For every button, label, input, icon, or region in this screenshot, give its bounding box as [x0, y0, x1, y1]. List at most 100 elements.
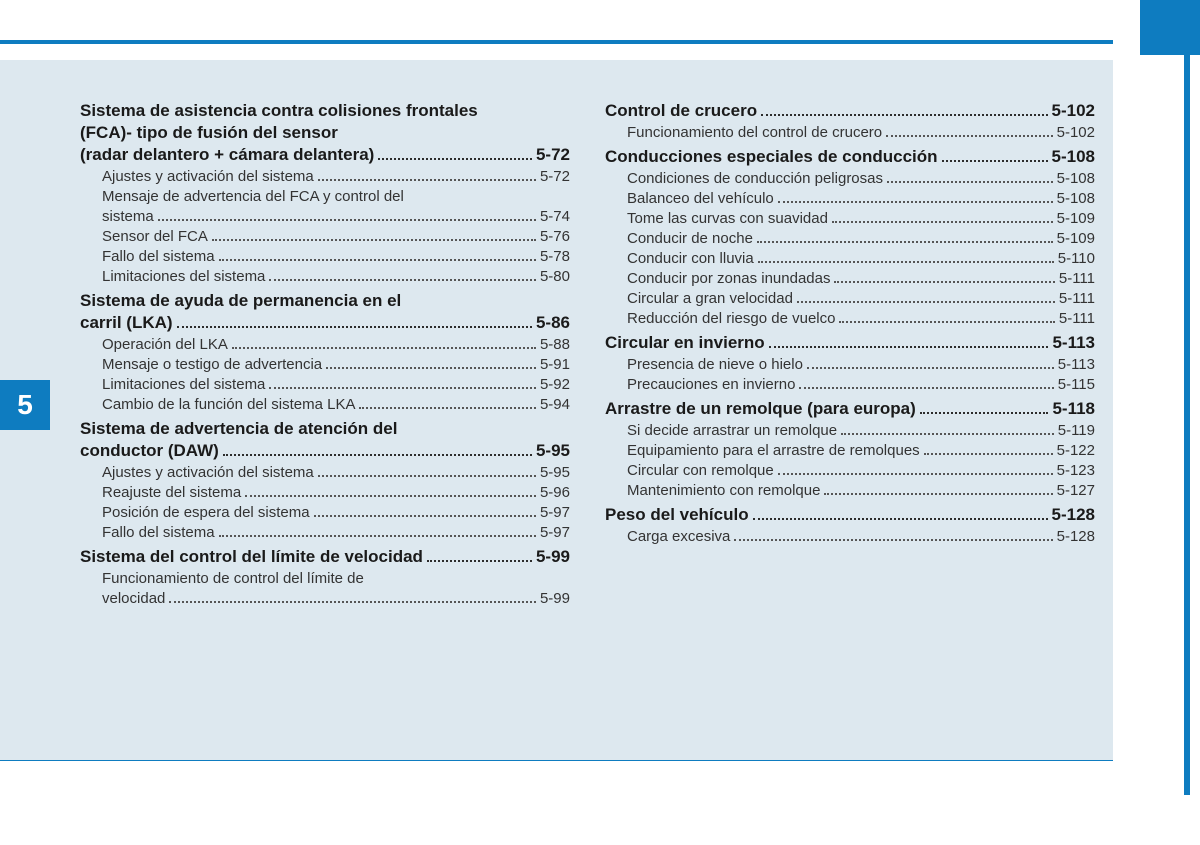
toc-sub-text: Conducir de noche — [627, 230, 753, 247]
toc-sub-text: Operación del LKA — [102, 336, 228, 353]
toc-sub-entry: Mantenimiento con remolque5-127 — [627, 482, 1095, 499]
toc-sub-text: Sensor del FCA — [102, 228, 208, 245]
toc-section-title-row: Conducciones especiales de conducción 5-… — [605, 147, 1095, 167]
dot-leader — [427, 560, 532, 562]
right-side-bar — [1184, 55, 1190, 795]
toc-sub-entry: velocidad 5-99 — [102, 590, 570, 607]
toc-sub-entry: Equipamiento para el arrastre de remolqu… — [627, 442, 1095, 459]
toc-sub-entry: Mensaje de advertencia del FCA y control… — [102, 188, 570, 205]
toc-sub-text: Carga excesiva — [627, 528, 730, 545]
toc-section: Control de crucero 5-102 Funcionamiento d… — [605, 101, 1095, 141]
toc-sub-page: 5-96 — [540, 484, 570, 501]
dot-leader — [924, 453, 1053, 455]
toc-sub-text: Equipamiento para el arrastre de remolqu… — [627, 442, 920, 459]
toc-sub-entry: Tome las curvas con suavidad5-109 — [627, 210, 1095, 227]
dot-leader — [886, 135, 1052, 137]
dot-leader — [269, 387, 536, 389]
dot-leader — [177, 326, 532, 328]
dot-leader — [753, 518, 1048, 520]
bottom-accent-line — [0, 760, 1113, 761]
toc-section: Sistema de advertencia de atención delco… — [80, 419, 570, 541]
toc-sub-page: 5-111 — [1059, 310, 1095, 327]
toc-section-title-row: (radar delantero + cámara delantera) 5-7… — [80, 145, 570, 165]
toc-section: Sistema de ayuda de permanencia en elcar… — [80, 291, 570, 413]
toc-sub-page: 5-110 — [1058, 250, 1095, 267]
toc-sub-page: 5-113 — [1058, 356, 1095, 373]
dot-leader — [839, 321, 1054, 323]
toc-sub-entry: Sensor del FCA5-76 — [102, 228, 570, 245]
right-corner-tab — [1140, 0, 1200, 55]
toc-sub-page: 5-99 — [540, 590, 570, 607]
toc-sub-entry: Circular a gran velocidad5-111 — [627, 290, 1095, 307]
toc-sub-page: 5-108 — [1057, 170, 1095, 187]
toc-sub-entry: Funcionamiento de control del límite de — [102, 570, 570, 587]
toc-sub-text: Mensaje o testigo de advertencia — [102, 356, 322, 373]
toc-section-title-text: Sistema del control del límite de veloci… — [80, 547, 423, 567]
toc-sub-text: velocidad — [102, 590, 165, 607]
toc-sub-text: Ajustes y activación del sistema — [102, 168, 314, 185]
toc-sub-text: Si decide arrastrar un remolque — [627, 422, 837, 439]
dot-leader — [326, 367, 536, 369]
toc-section-title-text: conductor (DAW) — [80, 441, 219, 461]
toc-section-title-text: Control de crucero — [605, 101, 757, 121]
toc-right-column: Control de crucero 5-102 Funcionamiento d… — [605, 95, 1095, 611]
toc-sub-text: Funcionamiento del control de crucero — [627, 124, 882, 141]
dot-leader — [841, 433, 1054, 435]
toc-sub-text: Limitaciones del sistema — [102, 376, 265, 393]
toc-sub-page: 5-88 — [540, 336, 570, 353]
toc-sub-entry: Condiciones de conducción peligrosas5-10… — [627, 170, 1095, 187]
toc-sub-entry: Funcionamiento del control de crucero5-1… — [627, 124, 1095, 141]
dot-leader — [359, 407, 535, 409]
toc-sub-entry: Fallo del sistema5-78 — [102, 248, 570, 265]
toc-sub-page: 5-115 — [1058, 376, 1095, 393]
toc-sub-page: 5-94 — [540, 396, 570, 413]
dot-leader — [734, 539, 1052, 541]
toc-section-title-row: Control de crucero 5-102 — [605, 101, 1095, 121]
toc-section-page: 5-72 — [536, 145, 570, 165]
toc-sub-entry: Si decide arrastrar un remolque 5-119 — [627, 422, 1095, 439]
toc-sub-page: 5-80 — [540, 268, 570, 285]
toc-section-title-text: (radar delantero + cámara delantera) — [80, 145, 374, 165]
dot-leader — [158, 219, 536, 221]
dot-leader — [318, 475, 536, 477]
dot-leader — [318, 179, 536, 181]
toc-section-title-row: Circular en invierno 5-113 — [605, 333, 1095, 353]
toc-section-title: (FCA)- tipo de fusión del sensor — [80, 123, 570, 143]
dot-leader — [920, 412, 1049, 414]
dot-leader — [223, 454, 532, 456]
toc-sub-page: 5-123 — [1057, 462, 1095, 479]
toc-section: Circular en invierno 5-113 Presencia de n… — [605, 333, 1095, 393]
toc-sub-text: Mensaje de advertencia del FCA y control… — [102, 188, 404, 205]
toc-sub-page: 5-95 — [540, 464, 570, 481]
toc-section-title-row: Sistema del control del límite de veloci… — [80, 547, 570, 567]
toc-sub-text: Conducir con lluvia — [627, 250, 754, 267]
toc-sub-text: Balanceo del vehículo — [627, 190, 774, 207]
toc-section-title-row: conductor (DAW) 5-95 — [80, 441, 570, 461]
toc-sub-entry: Circular con remolque5-123 — [627, 462, 1095, 479]
toc-section: Arrastre de un remolque (para europa) 5-… — [605, 399, 1095, 499]
toc-sub-page: 5-119 — [1058, 422, 1095, 439]
toc-sub-entry: Presencia de nieve o hielo 5-113 — [627, 356, 1095, 373]
toc-section-page: 5-128 — [1052, 505, 1095, 525]
toc-section-title: Sistema de advertencia de atención del — [80, 419, 570, 439]
toc-section-title: Sistema de ayuda de permanencia en el — [80, 291, 570, 311]
dot-leader — [219, 259, 536, 261]
toc-section-page: 5-113 — [1052, 333, 1095, 353]
toc-sub-text: Ajustes y activación del sistema — [102, 464, 314, 481]
dot-leader — [757, 241, 1053, 243]
toc-sub-text: Presencia de nieve o hielo — [627, 356, 803, 373]
dot-leader — [887, 181, 1053, 183]
toc-sub-text: sistema — [102, 208, 154, 225]
toc-section: Conducciones especiales de conducción 5-… — [605, 147, 1095, 327]
dot-leader — [832, 221, 1053, 223]
dot-leader — [212, 239, 536, 241]
dot-leader — [834, 281, 1054, 283]
toc-sub-page: 5-127 — [1057, 482, 1095, 499]
dot-leader — [169, 601, 536, 603]
toc-sub-page: 5-91 — [540, 356, 570, 373]
toc-sub-page: 5-111 — [1059, 290, 1095, 307]
toc-sub-entry: Carga excesiva5-128 — [627, 528, 1095, 545]
toc-section-page: 5-102 — [1052, 101, 1095, 121]
toc-sub-page: 5-108 — [1057, 190, 1095, 207]
dot-leader — [245, 495, 536, 497]
